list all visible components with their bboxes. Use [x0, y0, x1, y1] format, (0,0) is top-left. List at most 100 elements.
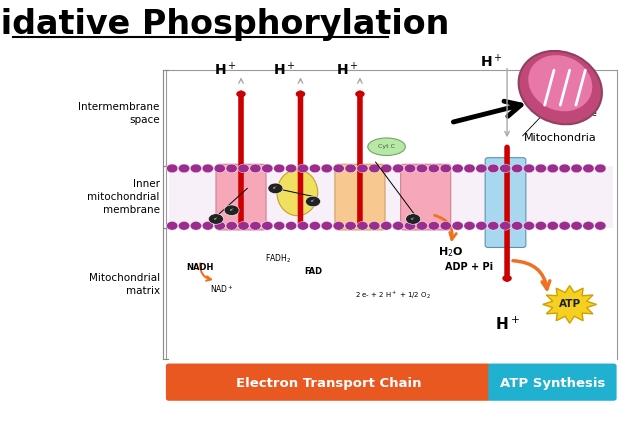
Polygon shape [543, 286, 597, 323]
Ellipse shape [404, 164, 416, 173]
Text: Electron Transport Chain: Electron Transport Chain [236, 377, 421, 390]
Ellipse shape [535, 222, 546, 230]
Ellipse shape [369, 164, 380, 173]
Ellipse shape [202, 164, 213, 173]
Ellipse shape [321, 222, 332, 230]
Text: e⁻: e⁻ [310, 199, 316, 204]
Ellipse shape [321, 164, 332, 173]
Ellipse shape [178, 164, 190, 173]
Ellipse shape [262, 164, 273, 173]
Ellipse shape [297, 164, 309, 173]
Ellipse shape [571, 222, 582, 230]
Text: e⁻: e⁻ [213, 217, 218, 221]
Ellipse shape [190, 164, 202, 173]
Ellipse shape [393, 222, 404, 230]
Ellipse shape [523, 222, 535, 230]
Ellipse shape [428, 164, 439, 173]
Ellipse shape [476, 222, 487, 230]
Ellipse shape [583, 164, 594, 173]
Text: ATP Synthase: ATP Synthase [545, 110, 597, 118]
Ellipse shape [571, 222, 582, 230]
Circle shape [224, 205, 239, 215]
Ellipse shape [518, 51, 602, 124]
Ellipse shape [476, 222, 487, 230]
Text: 2 e- + 2 H$^+$ + 1/2 O$_2$: 2 e- + 2 H$^+$ + 1/2 O$_2$ [355, 290, 431, 301]
Ellipse shape [238, 164, 249, 173]
Text: H$_2$O: H$_2$O [438, 245, 463, 259]
Ellipse shape [511, 164, 523, 173]
Ellipse shape [440, 164, 451, 173]
Ellipse shape [274, 164, 285, 173]
Ellipse shape [202, 164, 213, 173]
Ellipse shape [547, 164, 558, 173]
Ellipse shape [595, 164, 606, 173]
Ellipse shape [202, 222, 213, 230]
Ellipse shape [416, 222, 428, 230]
FancyBboxPatch shape [169, 166, 613, 228]
Ellipse shape [476, 164, 487, 173]
Ellipse shape [167, 222, 178, 230]
Circle shape [305, 196, 321, 207]
Ellipse shape [595, 222, 606, 230]
FancyBboxPatch shape [335, 164, 385, 230]
Ellipse shape [381, 222, 392, 230]
Ellipse shape [277, 170, 317, 215]
Ellipse shape [309, 222, 321, 230]
Text: Mitochondria: Mitochondria [524, 133, 597, 143]
Ellipse shape [178, 222, 190, 230]
Ellipse shape [381, 164, 392, 173]
Text: H$^+$: H$^+$ [495, 315, 520, 333]
Text: H$^+$: H$^+$ [274, 61, 296, 79]
Ellipse shape [535, 222, 546, 230]
Ellipse shape [262, 164, 273, 173]
Ellipse shape [488, 164, 499, 173]
Ellipse shape [381, 222, 392, 230]
Ellipse shape [535, 164, 546, 173]
Ellipse shape [367, 138, 406, 155]
Text: H$^+$: H$^+$ [214, 61, 237, 79]
Ellipse shape [297, 222, 309, 230]
Ellipse shape [226, 222, 237, 230]
Text: e⁻: e⁻ [229, 208, 234, 212]
Text: FADH$_2$: FADH$_2$ [265, 252, 292, 265]
Ellipse shape [547, 164, 558, 173]
Ellipse shape [511, 222, 523, 230]
Ellipse shape [523, 164, 535, 173]
Ellipse shape [452, 222, 463, 230]
Text: Oxidative Phosphorylation: Oxidative Phosphorylation [0, 7, 449, 41]
Ellipse shape [381, 164, 392, 173]
Ellipse shape [190, 222, 202, 230]
Ellipse shape [393, 164, 404, 173]
Circle shape [268, 183, 283, 194]
Ellipse shape [345, 222, 356, 230]
Ellipse shape [250, 222, 261, 230]
Ellipse shape [393, 222, 404, 230]
Ellipse shape [559, 164, 570, 173]
FancyBboxPatch shape [166, 364, 491, 401]
Ellipse shape [464, 222, 475, 230]
Text: ADP + Pi: ADP + Pi [446, 262, 493, 272]
Text: H$^+$: H$^+$ [480, 53, 503, 70]
Ellipse shape [178, 164, 190, 173]
Ellipse shape [559, 222, 570, 230]
Ellipse shape [369, 222, 380, 230]
Ellipse shape [357, 222, 368, 230]
Ellipse shape [523, 222, 535, 230]
Ellipse shape [464, 222, 475, 230]
Ellipse shape [333, 164, 344, 173]
Ellipse shape [488, 222, 499, 230]
Ellipse shape [416, 164, 428, 173]
Text: e⁻: e⁻ [273, 186, 278, 191]
Ellipse shape [357, 164, 368, 173]
Ellipse shape [309, 164, 321, 173]
Text: FAD: FAD [304, 267, 322, 276]
Ellipse shape [226, 164, 237, 173]
FancyBboxPatch shape [485, 158, 526, 247]
Ellipse shape [393, 164, 404, 173]
Text: NAD$^+$: NAD$^+$ [210, 283, 234, 295]
Ellipse shape [274, 222, 285, 230]
Ellipse shape [571, 164, 582, 173]
Ellipse shape [190, 222, 202, 230]
Ellipse shape [464, 164, 475, 173]
Ellipse shape [528, 55, 592, 111]
